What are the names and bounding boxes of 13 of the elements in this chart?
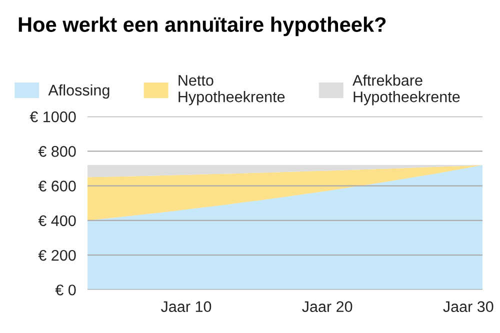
y-tick-label: € 1000: [30, 111, 76, 122]
legend-label: Aflossing: [48, 84, 110, 99]
x-tick-label: Jaar 20: [302, 301, 352, 312]
y-tick-label: € 800: [38, 146, 76, 157]
x-tick-label: Jaar 30: [443, 301, 494, 312]
x-tick-label: Jaar 10: [161, 301, 212, 312]
y-tick-label: € 400: [38, 215, 76, 226]
y-tick-label: € 200: [38, 250, 76, 261]
chart-title: Hoe werkt een annuïtaire hypotheek?: [18, 16, 386, 36]
legend-label: Aftrekbare Hypotheekrente: [352, 74, 460, 106]
y-tick-label: € 600: [38, 180, 76, 192]
y-tick-label: € 0: [55, 284, 76, 296]
legend-label: Netto Hypotheekrente: [178, 75, 285, 106]
